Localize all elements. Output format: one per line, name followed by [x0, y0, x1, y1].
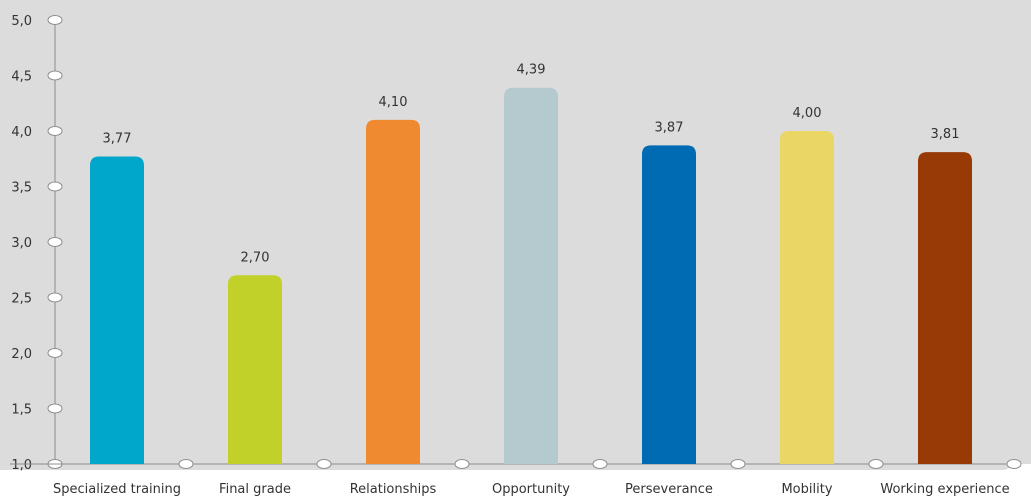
bar — [228, 275, 282, 464]
x-category-label: Mobility — [781, 482, 832, 497]
y-tick-label: 4,0 — [11, 125, 32, 140]
y-tick-label: 1,5 — [11, 403, 32, 418]
y-tick-marker — [47, 15, 63, 25]
x-tick-marker — [316, 459, 332, 469]
bar-value-label: 3,81 — [931, 127, 960, 142]
bar-value-label: 4,39 — [517, 63, 546, 78]
x-tick-marker — [178, 459, 194, 469]
y-tick-marker — [47, 348, 63, 358]
x-tick-marker — [1006, 459, 1022, 469]
y-tick-marker — [47, 126, 63, 136]
y-axis: 1,0 1,5 2,0 2,5 3,0 3,5 4,0 4,5 5,0 — [11, 14, 63, 473]
bar — [918, 152, 972, 464]
y-tick-marker — [47, 181, 63, 192]
x-category-label: Working experience — [880, 482, 1009, 497]
x-category-label: Relationships — [350, 482, 437, 497]
x-category-label: Specialized training — [53, 482, 181, 497]
bar — [366, 119, 420, 465]
bar-value-label: 3,77 — [103, 132, 132, 147]
bar — [90, 156, 144, 464]
x-category-label: Perseverance — [625, 482, 713, 497]
x-category-label: Opportunity — [492, 482, 570, 497]
y-tick-label: 3,5 — [11, 181, 32, 196]
y-tick-marker — [47, 70, 63, 81]
bars: 3,77 2,70 4,10 4,39 3,87 4,00 3,81 — [90, 63, 972, 465]
y-tick-marker — [47, 292, 63, 303]
x-category-label: Final grade — [219, 482, 291, 497]
bar-value-label: 4,00 — [793, 106, 822, 121]
x-tick-marker — [454, 459, 470, 469]
y-tick-label: 2,5 — [11, 292, 32, 307]
bar-value-label: 4,10 — [379, 95, 408, 110]
bar-value-label: 3,87 — [655, 120, 684, 135]
x-tick-marker — [868, 459, 884, 469]
y-tick-label: 4,5 — [11, 70, 32, 85]
y-tick-marker — [47, 237, 63, 247]
y-tick-marker — [47, 403, 63, 414]
bar — [504, 87, 558, 465]
y-tick-label: 1,0 — [11, 458, 32, 473]
bar — [642, 145, 696, 464]
y-tick-label: 5,0 — [11, 14, 32, 29]
bar — [780, 131, 834, 464]
y-tick-label: 2,0 — [11, 347, 32, 362]
y-tick-label: 3,0 — [11, 236, 32, 251]
bar-value-label: 2,70 — [241, 250, 270, 265]
x-tick-marker — [592, 459, 608, 469]
x-tick-marker — [730, 459, 746, 469]
